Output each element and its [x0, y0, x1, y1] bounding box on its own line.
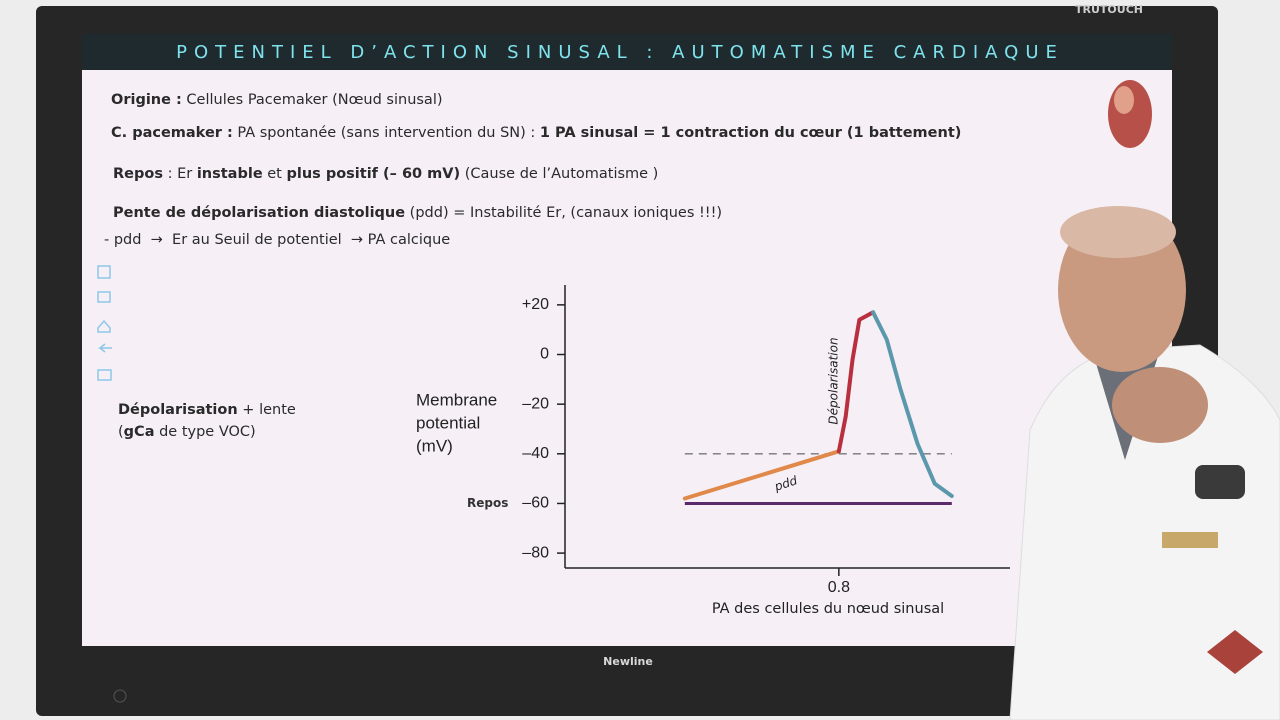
y-tick-label: –20	[522, 395, 549, 412]
y-tick-label: –40	[522, 445, 549, 462]
curve	[871, 310, 954, 499]
y-axis-label: (mV)	[416, 436, 453, 455]
text-run: (	[118, 424, 124, 440]
bullet-line: Origine : Cellules Pacemaker (Nœud sinus…	[111, 92, 443, 108]
text-run: Dépolarisation	[118, 402, 238, 418]
chart: +20 0 –20 –40 –60 –80 0.8 Membrane potential (mV)…	[416, 285, 1010, 617]
text-run: + lente	[238, 402, 296, 418]
text-run: Cellules Pacemaker (Nœud sinusal)	[182, 92, 443, 108]
text-run: Origine :	[111, 92, 182, 108]
y-tick-label: 0	[540, 346, 549, 363]
text-run: Pente de dépolarisation diastolique	[113, 205, 405, 221]
text-run: plus positif (– 60 mV)	[286, 166, 460, 182]
y-tick-label: –80	[522, 544, 549, 561]
heart-icon	[1108, 80, 1152, 148]
curve	[836, 310, 876, 454]
x-tick-label: 0.8	[828, 579, 850, 596]
text-run: : Er	[163, 166, 197, 182]
curve	[682, 449, 841, 501]
icon[interactable]	[97, 369, 112, 381]
brand: TRUTOUCH	[1075, 3, 1143, 16]
icon[interactable]	[97, 343, 112, 353]
slide	[82, 34, 1172, 646]
bullet-line: Repos : Er instable et plus positif (– 6…	[113, 166, 658, 182]
text-run: instable	[197, 166, 263, 182]
text-run: (pdd) = Instabilité Er, (canaux ioniques…	[405, 205, 722, 221]
power-button[interactable]	[113, 689, 127, 703]
maker: Newline	[603, 655, 653, 668]
text-run: gCa	[124, 424, 155, 440]
text-run: (Cause de l’Automatisme )	[460, 166, 658, 182]
text-run: C. pacemaker :	[111, 125, 233, 141]
x-axis-label: PA des cellules du nœud sinusal	[712, 601, 944, 617]
side-note: (gCa de type VOC)	[118, 424, 256, 440]
reference-label: Repos	[467, 496, 508, 510]
icon[interactable]	[97, 265, 111, 279]
y-tick-label: –60	[522, 495, 549, 512]
y-tick-label: +20	[522, 296, 549, 313]
y-axis-label: Membrane	[416, 390, 497, 409]
text-run: Repos	[113, 166, 163, 182]
bullet-line: - pdd → Er au Seuil de potentiel → PA ca…	[104, 232, 450, 248]
text-run: 1 PA sinusal = 1 contraction du cœur (1 …	[540, 125, 961, 141]
text-run: et	[263, 166, 287, 182]
icon[interactable]	[97, 291, 111, 303]
text-run: PA spontanée (sans intervention du SN) :	[233, 125, 540, 141]
slide-title: POTENTIEL D’ACTION SINUSAL : AUTOMATISME…	[176, 42, 1064, 63]
bullet-line: C. pacemaker : PA spontanée (sans interv…	[111, 125, 961, 141]
bullet-line: Pente de dépolarisation diastolique (pdd…	[113, 205, 722, 221]
curve-label: Dépolarisation	[827, 337, 841, 424]
side-icons	[97, 265, 112, 381]
side-note: Dépolarisation + lente	[118, 402, 296, 418]
y-axis-label: potential	[416, 413, 480, 432]
icon[interactable]	[97, 319, 111, 333]
watermark	[1207, 630, 1263, 674]
title-bar	[82, 34, 1172, 70]
text-run: de type VOC)	[154, 424, 255, 440]
text-run: - pdd → Er au Seuil de potentiel → PA ca…	[104, 232, 450, 248]
presenter	[1009, 206, 1280, 720]
slide-text: Origine : Cellules Pacemaker (Nœud sinus…	[104, 92, 961, 440]
